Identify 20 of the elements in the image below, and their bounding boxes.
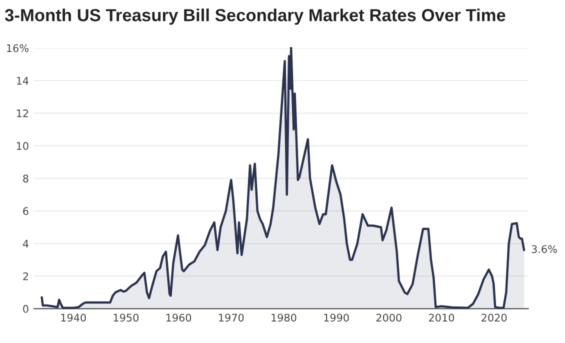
y-tick-label: 4 [22, 240, 28, 248]
x-tick-label: 1990 [324, 314, 349, 322]
annotation: 3.6% [532, 245, 557, 254]
y-tick-label: 2 [23, 272, 28, 280]
x-tick-label: 1960 [166, 314, 192, 322]
x-tick-label: 1950 [114, 314, 138, 322]
y-tick-label: 10 [16, 142, 28, 150]
y-tick-label: 14 [16, 76, 28, 85]
x-tick-label: 1940 [61, 314, 86, 322]
chart-title: 3-Month US Treasury Bill Secondary Market Rates Over Time [4, 8, 506, 25]
x-tick-label: 1980 [272, 314, 296, 322]
x-tick-label: 2010 [429, 314, 454, 322]
x-tick-label: 1970 [219, 314, 244, 322]
y-tick-label: 6 [23, 207, 28, 216]
y-tick-label: 12 [16, 109, 28, 118]
y-tick-label: 8 [23, 174, 28, 182]
y-tick-label: 16% [7, 44, 28, 52]
x-tick-label: 2000 [376, 314, 402, 322]
x-tick-label: 2020 [482, 314, 507, 322]
y-tick-label: 0 [23, 304, 28, 313]
